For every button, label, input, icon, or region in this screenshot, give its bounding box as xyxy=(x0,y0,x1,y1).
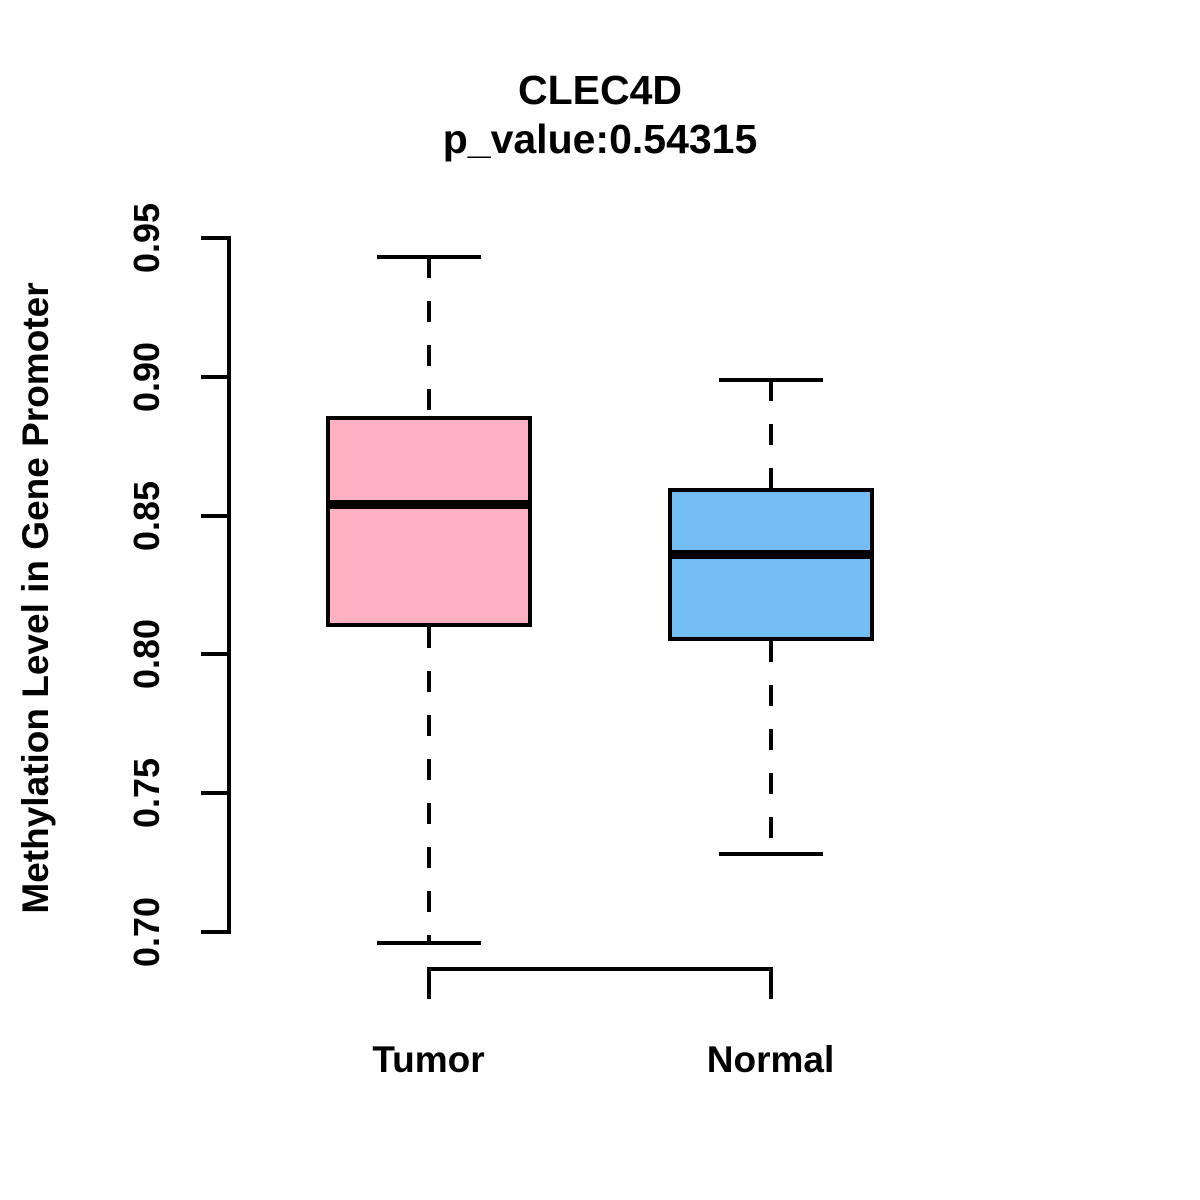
y-axis-tick-label: 0.90 xyxy=(126,341,167,412)
chart-pvalue-subtitle: p_value:0.54315 xyxy=(442,116,758,162)
y-axis-tick xyxy=(201,513,229,518)
group-bracket xyxy=(426,967,773,999)
y-axis-tick xyxy=(201,791,229,796)
normal-lower-whisker xyxy=(768,640,773,855)
y-axis-title: Methylation Level in Gene Promoter xyxy=(15,282,56,914)
y-axis-tick xyxy=(201,652,229,657)
tumor-upper-whisker-cap xyxy=(376,255,481,260)
tumor-box xyxy=(325,415,532,627)
y-axis-tick xyxy=(201,930,229,934)
y-axis-tick-label: 0.95 xyxy=(126,202,167,274)
tumor-lower-whisker-cap xyxy=(376,941,481,946)
normal-upper-whisker xyxy=(768,379,773,488)
tumor-lower-whisker xyxy=(426,626,431,944)
y-axis-tick-label: 0.75 xyxy=(126,758,167,829)
x-label-normal: Normal xyxy=(706,1039,835,1080)
normal-upper-whisker-cap xyxy=(718,377,823,382)
title-block: CLEC4D p_value:0.54315 xyxy=(443,66,758,164)
chart-title: CLEC4D xyxy=(517,67,683,113)
y-axis-tick xyxy=(201,374,229,379)
x-label-tumor: Tumor xyxy=(372,1039,485,1080)
normal-median-line xyxy=(667,549,874,559)
y-axis-tick xyxy=(201,236,229,240)
tumor-median-line xyxy=(325,499,532,509)
y-axis-line xyxy=(227,236,231,934)
normal-box xyxy=(667,487,874,641)
y-axis-tick-label: 0.85 xyxy=(126,480,167,551)
y-axis-tick-label: 0.70 xyxy=(126,896,167,968)
tumor-upper-whisker xyxy=(426,257,431,416)
y-axis-tick-label: 0.80 xyxy=(126,619,167,690)
normal-lower-whisker-cap xyxy=(718,852,823,857)
